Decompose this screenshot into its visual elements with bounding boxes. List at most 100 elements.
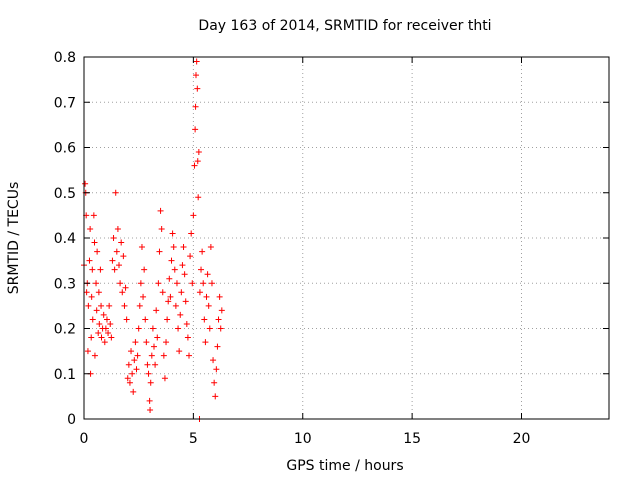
- data-point: [118, 239, 125, 246]
- data-point: [166, 275, 173, 282]
- data-point: [103, 316, 110, 323]
- data-point: [193, 72, 199, 79]
- data-point: [176, 348, 183, 355]
- data-point: [145, 370, 152, 377]
- x-tick-label: 15: [403, 431, 421, 447]
- data-point: [195, 194, 202, 201]
- data-point: [184, 334, 191, 341]
- data-point: [155, 280, 162, 287]
- data-point: [191, 162, 198, 169]
- data-point: [207, 244, 214, 251]
- data-point: [125, 361, 132, 368]
- data-point: [213, 366, 220, 373]
- data-point: [154, 334, 161, 341]
- data-point: [193, 58, 200, 65]
- data-point: [132, 339, 139, 346]
- data-point: [133, 366, 140, 373]
- data-point: [85, 302, 92, 309]
- y-tick-label: 0.2: [54, 322, 76, 338]
- data-point: [105, 330, 112, 337]
- data-point: [204, 271, 211, 278]
- data-point: [195, 149, 202, 156]
- data-point: [201, 316, 208, 323]
- data-point: [141, 266, 148, 273]
- data-point: [111, 266, 118, 273]
- data-point: [168, 257, 175, 264]
- data-points: [81, 58, 225, 422]
- gridlines: [84, 57, 609, 419]
- data-point: [96, 320, 103, 327]
- data-point: [131, 357, 138, 364]
- y-tick-label: 0.3: [54, 276, 76, 292]
- data-point: [190, 212, 197, 219]
- data-point: [181, 271, 188, 278]
- y-tick-label: 0: [67, 412, 76, 428]
- data-point: [161, 375, 168, 382]
- data-point: [173, 280, 180, 287]
- data-point: [160, 352, 167, 359]
- data-point: [120, 253, 127, 260]
- data-point: [124, 375, 131, 382]
- data-point: [199, 248, 206, 255]
- data-point: [175, 325, 182, 332]
- data-point: [194, 158, 201, 165]
- data-point: [114, 225, 121, 232]
- x-tick-label: 10: [294, 431, 312, 447]
- data-point: [97, 266, 104, 273]
- data-point: [159, 289, 166, 296]
- x-axis-ticks: 0 5 10 15 20: [80, 57, 531, 447]
- data-point: [156, 248, 163, 255]
- data-point: [164, 316, 171, 323]
- data-point: [87, 225, 94, 232]
- data-point: [117, 280, 124, 287]
- data-point: [106, 302, 113, 309]
- data-point: [172, 302, 179, 309]
- data-point: [93, 280, 100, 287]
- data-point: [86, 257, 93, 264]
- data-point: [116, 262, 122, 269]
- data-point: [144, 361, 151, 368]
- data-point: [112, 189, 119, 196]
- data-point: [203, 293, 210, 300]
- x-tick-label: 20: [513, 431, 531, 447]
- y-tick-label: 0.6: [54, 141, 76, 157]
- data-point: [179, 262, 186, 269]
- data-point: [130, 388, 137, 395]
- data-point: [82, 180, 89, 187]
- data-point: [147, 406, 154, 413]
- data-point: [95, 330, 102, 337]
- data-point: [90, 212, 97, 219]
- data-point: [123, 316, 130, 323]
- data-point: [113, 248, 120, 255]
- y-tick-label: 0.4: [54, 231, 76, 247]
- data-point: [89, 266, 96, 273]
- data-point: [183, 320, 190, 327]
- data-point: [137, 280, 144, 287]
- data-point: [210, 357, 217, 364]
- data-point: [187, 253, 194, 260]
- data-point: [214, 343, 221, 350]
- data-point: [200, 280, 207, 287]
- data-point: [136, 302, 143, 309]
- y-tick-label: 0.5: [54, 186, 76, 202]
- data-point: [171, 266, 178, 273]
- data-point: [151, 343, 157, 350]
- data-point: [192, 103, 199, 110]
- y-axis-ticks: 0 0.1 0.2 0.3 0.4 0.5 0.6 0.7 0.8: [54, 50, 609, 428]
- data-point: [119, 289, 126, 296]
- data-point: [107, 320, 114, 327]
- data-point: [88, 334, 95, 341]
- x-tick-label: 5: [189, 431, 198, 447]
- data-point: [165, 298, 172, 305]
- data-point: [110, 235, 117, 241]
- data-point: [163, 339, 170, 346]
- data-point: [169, 230, 176, 237]
- data-point: [206, 325, 213, 332]
- data-point: [180, 244, 187, 251]
- data-point: [140, 293, 147, 300]
- data-point: [93, 307, 100, 314]
- chart-title: Day 163 of 2014, SRMTID for receiver tht…: [198, 18, 491, 34]
- data-point: [121, 302, 128, 309]
- data-point: [198, 266, 205, 273]
